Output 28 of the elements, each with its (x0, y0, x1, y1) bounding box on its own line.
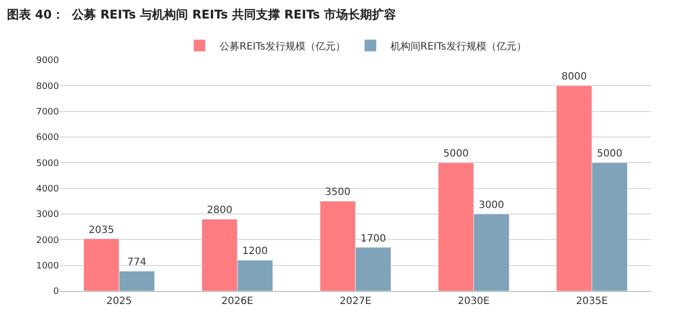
y-tick-label: 3000 (36, 210, 60, 220)
x-tick-label: 2025 (106, 296, 132, 307)
data-label: 2800 (206, 205, 232, 216)
y-tick-label: 2000 (36, 236, 60, 246)
y-tick-label: 6000 (36, 133, 60, 144)
data-label: 1200 (242, 246, 268, 258)
data-label: 3000 (478, 200, 504, 211)
data-label: 5000 (596, 148, 622, 160)
data-label: 8000 (561, 72, 587, 83)
y-tick-label: 1000 (36, 261, 60, 272)
chart-title: 图表 40： 公募 REITs 与机构间 REITs 共同支撑 REITs 市场长期扩容 (6, 7, 396, 22)
x-tick-label: 2026E (221, 296, 254, 307)
y-tick-label: 9000 (36, 56, 60, 66)
data-label: 5000 (443, 148, 469, 160)
x-tick-label: 2035E (576, 296, 608, 307)
y-tick-label: 5000 (36, 158, 60, 169)
data-label: 774 (127, 257, 146, 268)
x-tick-label: 2030E (458, 296, 490, 307)
legend-label: 公募REITs发行规模（亿元） (220, 40, 346, 52)
y-tick-label: 7000 (36, 107, 60, 118)
data-label: 3500 (325, 187, 350, 198)
data-label: 2035 (88, 224, 114, 236)
y-tick-label: 8000 (36, 82, 60, 92)
data-label: 1700 (360, 233, 386, 244)
y-tick-label: 0 (53, 287, 60, 298)
x-tick-label: 2027E (340, 296, 372, 307)
y-tick-label: 4000 (36, 184, 60, 194)
legend-label: 机构间REITs发行规模（亿元） (390, 40, 526, 52)
